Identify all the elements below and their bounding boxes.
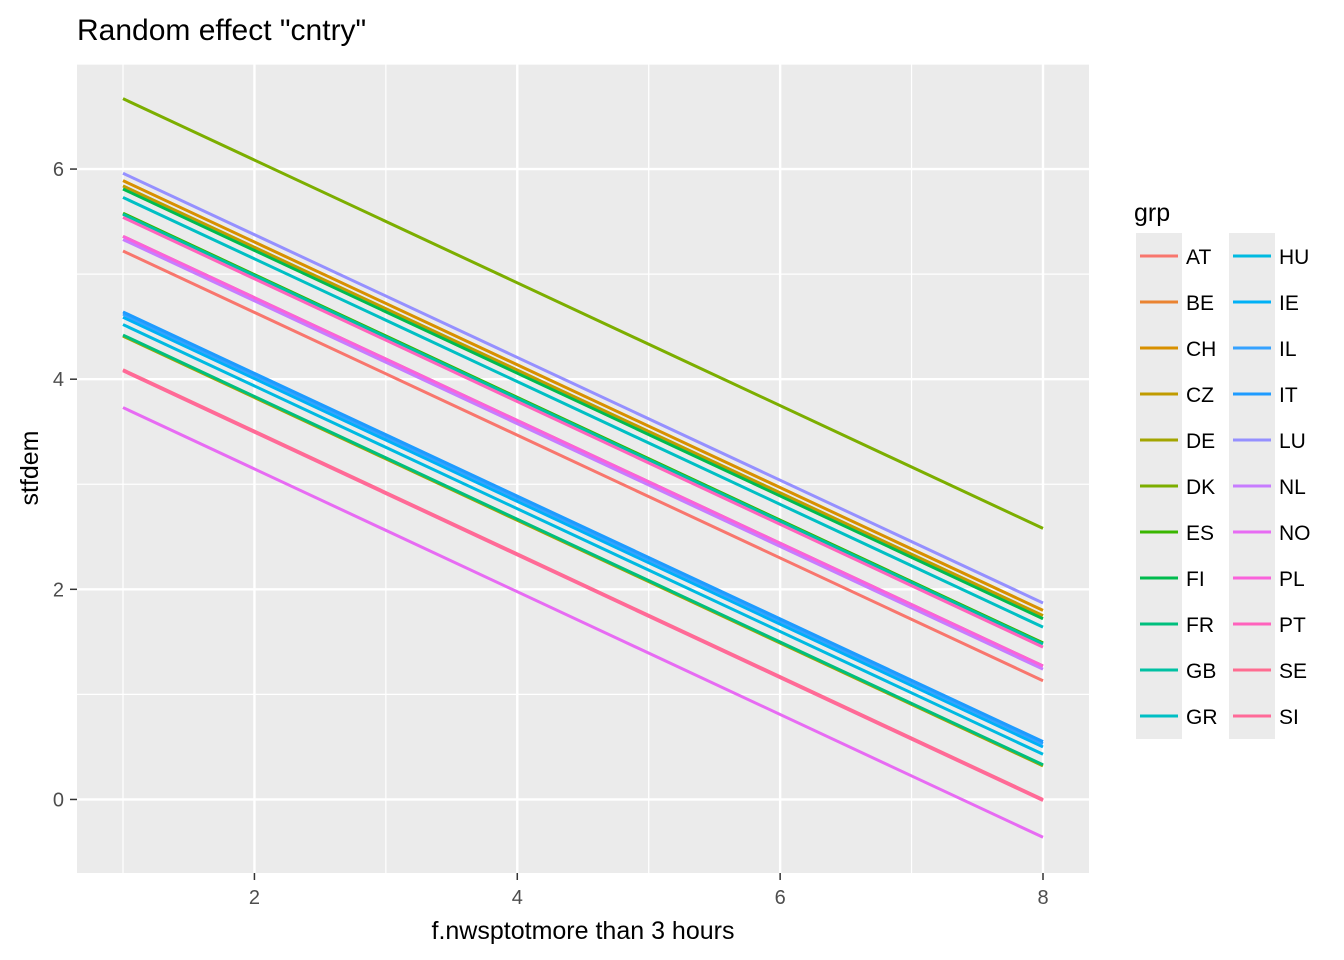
legend-label-es: ES bbox=[1186, 522, 1214, 545]
series-line-fi bbox=[122, 187, 1044, 621]
series-line-ch bbox=[122, 179, 1044, 612]
legend-label-se: SE bbox=[1279, 660, 1307, 683]
y-axis: 0 2 4 6 bbox=[53, 159, 77, 811]
series-line-at bbox=[122, 249, 1044, 683]
x-axis-title: f.nwsptotmore than 3 hours bbox=[432, 917, 735, 945]
x-tick-label: 8 bbox=[1037, 887, 1048, 909]
legend-label-it: IT bbox=[1279, 384, 1298, 407]
legend-label-at: AT bbox=[1186, 246, 1211, 269]
series-line-nl bbox=[122, 238, 1044, 671]
legend-label-fi: FI bbox=[1186, 568, 1205, 591]
legend-title: grp bbox=[1134, 199, 1170, 227]
series-line-si bbox=[122, 369, 1044, 802]
series-line-fr bbox=[122, 333, 1044, 767]
legend: AT BE CH CZ DE DK ES FI FR GB GR HU IE IL IT LU NL NO PL PT… bbox=[1136, 233, 1311, 739]
legend-label-gb: GB bbox=[1186, 660, 1216, 683]
grid-major bbox=[77, 64, 1089, 873]
legend-label-ch: CH bbox=[1186, 338, 1216, 361]
series-line-lu bbox=[122, 171, 1044, 605]
series-line-pt bbox=[122, 216, 1044, 649]
x-tick-label: 4 bbox=[512, 887, 523, 909]
legend-label-hu: HU bbox=[1279, 246, 1309, 269]
x-tick-label: 2 bbox=[249, 887, 260, 909]
series-line-dk bbox=[122, 97, 1044, 530]
y-tick-label: 0 bbox=[53, 789, 64, 811]
legend-label-gr: GR bbox=[1186, 706, 1218, 729]
legend-label-dk: DK bbox=[1186, 476, 1215, 499]
legend-label-de: DE bbox=[1186, 430, 1215, 453]
legend-label-si: SI bbox=[1279, 706, 1299, 729]
legend-label-lu: LU bbox=[1279, 430, 1306, 453]
y-tick-label: 2 bbox=[53, 579, 64, 601]
legend-label-pt: PT bbox=[1279, 614, 1306, 637]
series-line-gb bbox=[122, 212, 1044, 646]
series-lines bbox=[122, 97, 1044, 839]
legend-label-ie: IE bbox=[1279, 292, 1299, 315]
x-tick-label: 6 bbox=[775, 887, 786, 909]
legend-label-be: BE bbox=[1186, 292, 1214, 315]
series-line-gr bbox=[122, 196, 1044, 629]
chart-title: Random effect "cntry" bbox=[77, 14, 366, 47]
legend-label-fr: FR bbox=[1186, 614, 1214, 637]
series-line-hu bbox=[122, 323, 1044, 756]
legend-label-cz: CZ bbox=[1186, 384, 1214, 407]
legend-label-pl: PL bbox=[1279, 568, 1305, 591]
legend-label-il: IL bbox=[1279, 338, 1297, 361]
y-tick-label: 6 bbox=[53, 159, 64, 181]
series-line-no bbox=[122, 406, 1044, 839]
legend-label-no: NO bbox=[1279, 522, 1311, 545]
y-axis-title: stfdem bbox=[16, 430, 44, 505]
legend-label-nl: NL bbox=[1279, 476, 1306, 499]
plot-panel bbox=[77, 64, 1089, 873]
series-line-cz bbox=[122, 184, 1044, 617]
series-line-pl bbox=[122, 234, 1044, 668]
series-line-il bbox=[122, 312, 1044, 746]
series-line-ie bbox=[122, 315, 1044, 749]
series-line-it bbox=[122, 310, 1044, 744]
y-tick-label: 4 bbox=[53, 369, 64, 391]
x-axis: 2 4 6 8 bbox=[249, 873, 1049, 909]
